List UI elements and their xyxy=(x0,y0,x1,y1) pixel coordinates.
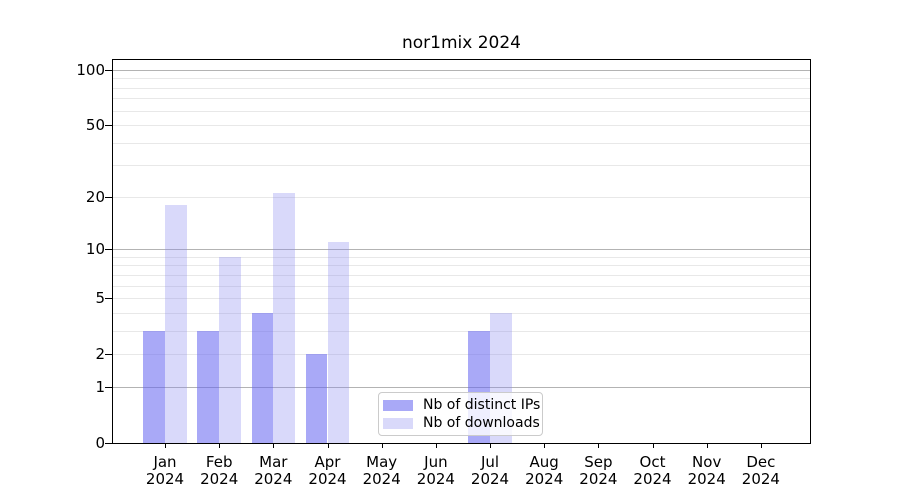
x-tick-mark xyxy=(165,443,166,448)
y-tick-label: 50 xyxy=(85,116,105,134)
x-tick-mark xyxy=(273,443,275,448)
y-tick-label: 0 xyxy=(95,434,105,452)
y-tick-mark xyxy=(105,386,112,388)
gridline-minor xyxy=(113,312,810,314)
x-tick-label: Mar 2024 xyxy=(254,453,293,488)
x-tick-mark xyxy=(598,443,600,448)
gridline-minor xyxy=(113,256,810,258)
x-tick-label: Jun 2024 xyxy=(416,453,455,488)
x-tick-label: Dec 2024 xyxy=(741,453,780,488)
x-tick-label: Jan 2024 xyxy=(145,453,185,488)
gridline-minor xyxy=(113,274,810,276)
legend: Nb of distinct IPs Nb of downloads xyxy=(378,392,543,436)
legend-label-downloads: Nb of downloads xyxy=(423,415,540,431)
bar-distinct-ips-jan xyxy=(143,330,165,443)
legend-item-distinct-ips: Nb of distinct IPs xyxy=(383,397,541,413)
y-tick-label: 20 xyxy=(85,187,105,206)
gridline-minor xyxy=(113,354,810,356)
x-tick-label: Feb 2024 xyxy=(200,453,239,488)
gridline-minor xyxy=(113,98,810,100)
x-tick-label: May 2024 xyxy=(362,453,401,488)
legend-item-downloads: Nb of downloads xyxy=(383,415,540,431)
y-tick-mark xyxy=(105,354,112,356)
x-tick-label: Oct 2024 xyxy=(633,453,672,488)
y-tick-label: 5 xyxy=(95,289,105,308)
y-tick-mark xyxy=(105,298,112,300)
bar-distinct-ips-apr xyxy=(305,354,328,443)
y-tick-label: 2 xyxy=(95,345,105,364)
bar-downloads-jan xyxy=(165,204,187,443)
bar-downloads-feb xyxy=(219,256,241,443)
gridline-minor xyxy=(113,196,810,198)
bar-distinct-ips-mar xyxy=(251,312,274,443)
y-tick-mark xyxy=(105,249,112,251)
x-tick-mark xyxy=(327,443,329,448)
y-tick-label: 10 xyxy=(85,240,105,259)
x-tick-label: Apr 2024 xyxy=(308,453,347,488)
gridline-major xyxy=(113,386,810,388)
x-tick-mark xyxy=(652,443,654,448)
legend-swatch-distinct-ips xyxy=(383,399,413,411)
x-tick-label: Aug 2024 xyxy=(525,453,564,488)
y-tick-mark xyxy=(105,443,112,444)
plot-area: 0 1 2 5 10 20 50 100 Jan 2024 Feb 2024 Mar 2024 Apr… xyxy=(76,59,811,487)
x-tick-mark xyxy=(435,443,437,448)
gridline-minor xyxy=(113,330,810,332)
legend-swatch-downloads xyxy=(383,417,413,429)
gridline-minor xyxy=(113,165,810,167)
x-tick-label: Jul 2024 xyxy=(470,453,510,488)
gridline-minor xyxy=(113,78,810,80)
gridline-minor xyxy=(113,298,810,300)
x-tick-mark xyxy=(544,443,546,448)
legend-label-distinct-ips: Nb of distinct IPs xyxy=(423,397,541,413)
bar-downloads-apr xyxy=(327,242,350,443)
x-tick-mark xyxy=(490,443,491,448)
gridline-major xyxy=(113,69,810,71)
x-tick-mark xyxy=(706,443,708,448)
gridline-major xyxy=(113,249,810,251)
y-tick-mark xyxy=(105,69,112,71)
y-tick-label: 100 xyxy=(76,60,105,79)
x-tick-mark xyxy=(381,443,383,448)
gridline-minor xyxy=(113,110,810,112)
y-tick-label: 1 xyxy=(95,377,105,396)
y-tick-mark xyxy=(105,196,112,198)
bar-downloads-mar xyxy=(273,193,296,443)
y-tick-mark xyxy=(105,125,112,126)
gridline-minor xyxy=(113,285,810,287)
x-tick-label: Nov 2024 xyxy=(687,453,726,488)
chart-title: nor1mix 2024 xyxy=(402,33,521,53)
x-tick-label: Sep 2024 xyxy=(579,453,618,488)
gridline-minor xyxy=(113,87,810,89)
x-tick-mark xyxy=(219,443,221,448)
bar-distinct-ips-feb xyxy=(197,330,220,443)
gridline-minor xyxy=(113,142,810,144)
gridline-minor xyxy=(113,125,810,126)
x-tick-mark xyxy=(760,443,762,448)
gridline-minor xyxy=(113,265,810,267)
